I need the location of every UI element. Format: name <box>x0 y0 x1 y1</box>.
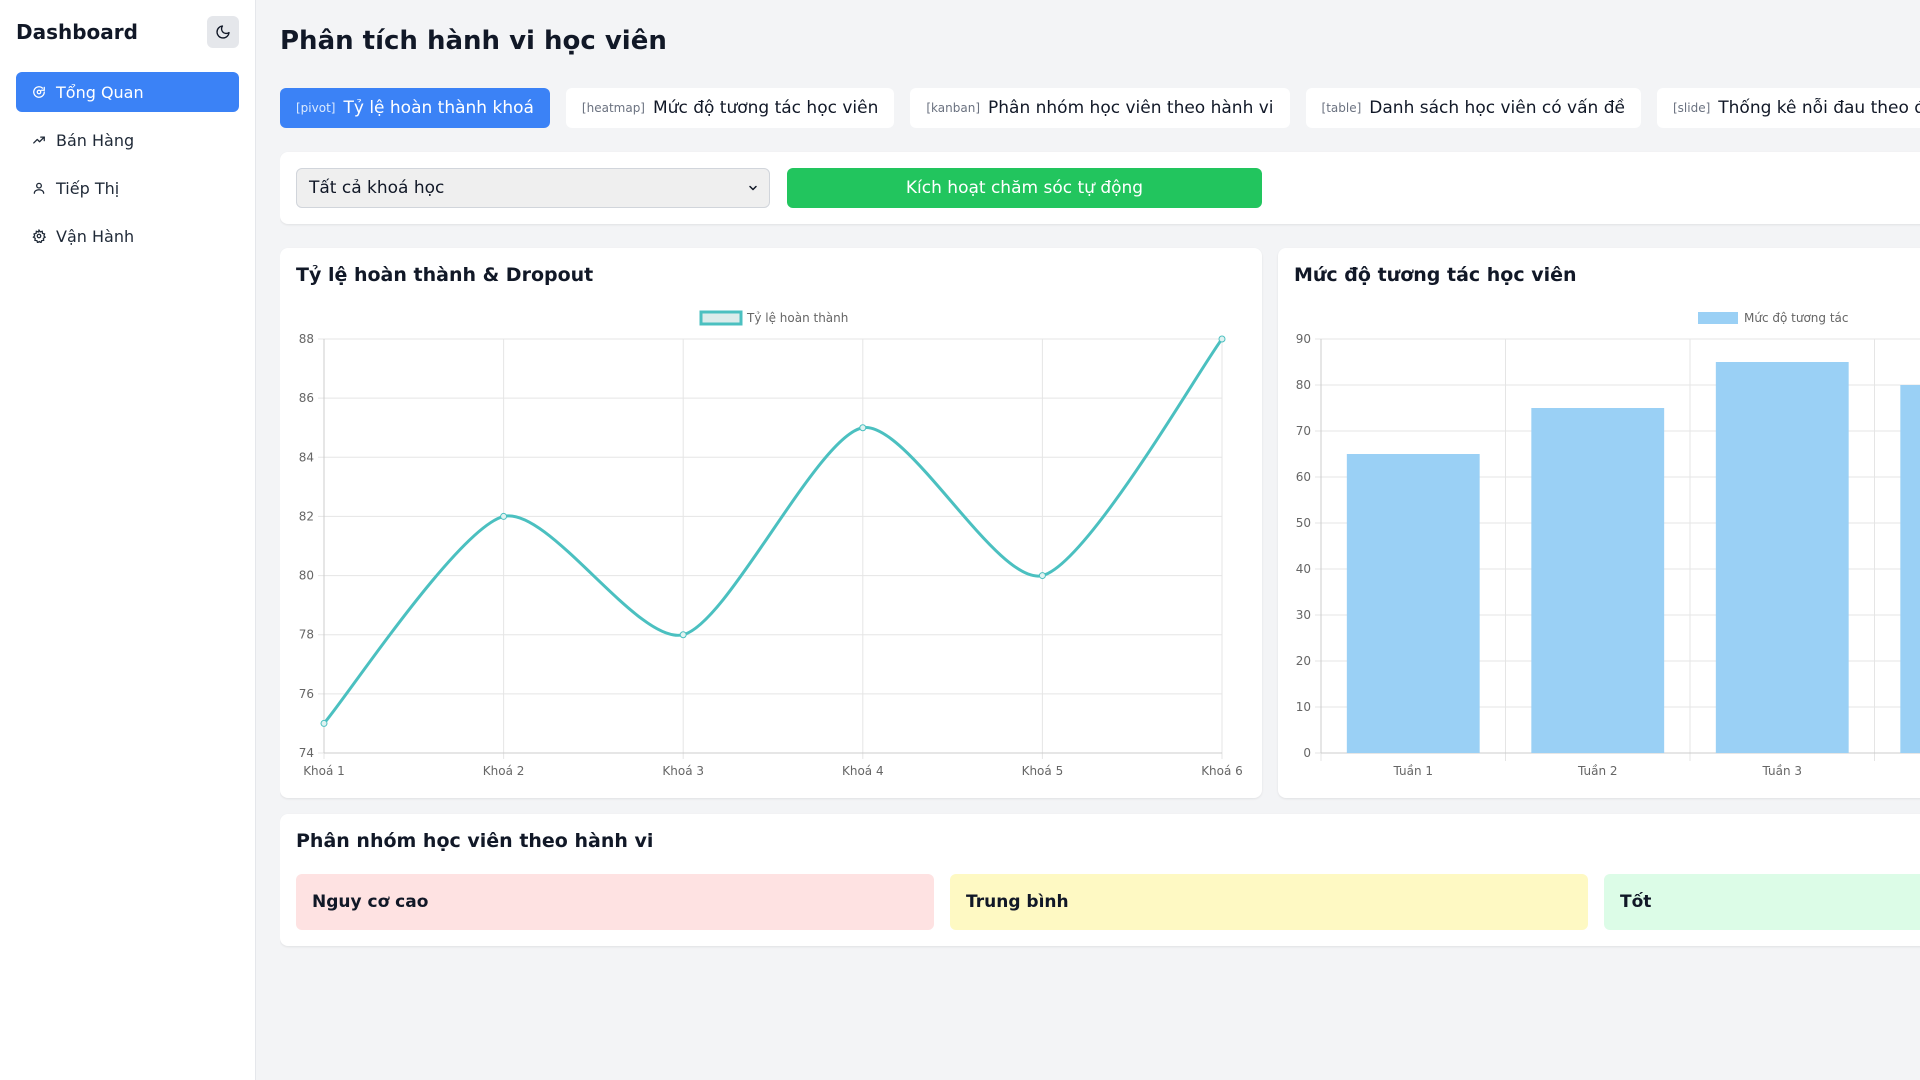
sidebar-item-label: Tổng Quan <box>56 82 144 102</box>
sidebar-header: Dashboard <box>16 16 239 48</box>
x-tick-label: Khoá 2 <box>483 764 525 778</box>
tab-tag: [slide] <box>1672 101 1711 115</box>
y-tick-label: 76 <box>299 687 314 701</box>
tab-label: Thống kê nỗi đau theo đối tượng <box>1718 98 1920 118</box>
tab-slide[interactable]: [slide] Thống kê nỗi đau theo đối tượng <box>1656 88 1920 128</box>
data-point <box>1038 572 1046 580</box>
bar <box>1531 408 1665 753</box>
y-tick-label: 82 <box>299 509 314 523</box>
legend-swatch <box>699 310 743 326</box>
y-tick-label: 80 <box>1296 378 1311 392</box>
course-select-value: Tất cả khoá học <box>309 178 445 198</box>
segments-card: Phân nhóm học viên theo hành vi Nguy cơ … <box>280 814 1920 946</box>
tab-label: Danh sách học viên có vấn đề <box>1369 98 1625 118</box>
tab-tag: [table] <box>1321 101 1362 115</box>
tab-tag: [heatmap] <box>581 101 645 115</box>
engagement-chart-title: Mức độ tương tác học viên <box>1294 264 1577 286</box>
legend-label: Mức độ tương tác <box>1744 311 1849 325</box>
y-tick-label: 74 <box>299 746 314 760</box>
completion-chart-title: Tỷ lệ hoàn thành & Dropout <box>296 264 594 286</box>
main-content: Phân tích hành vi học viên [pivot] Tỷ lệ… <box>280 0 1920 1080</box>
data-point <box>859 424 867 432</box>
completion-line-chart: 74 76 78 80 82 84 86 88 Khoá 1 Khoá 2 Khoá 3 Khoá 4… <box>299 310 1243 778</box>
tab-tag: [pivot] <box>296 101 336 115</box>
tab-heatmap[interactable]: [heatmap] Mức độ tương tác học viên <box>565 88 895 128</box>
legend-swatch <box>1698 312 1738 324</box>
moon-icon <box>216 25 230 39</box>
completion-chart-card: Tỷ lệ hoàn thành & Dropout 74 76 78 80 82 84 8… <box>280 248 1262 798</box>
course-select[interactable]: Tất cả khoá học <box>296 168 770 208</box>
sidebar-item-label: Tiếp Thị <box>56 178 120 198</box>
sidebar-item-label: Bán Hàng <box>56 130 135 150</box>
x-tick-label: Khoá 3 <box>662 764 704 778</box>
overview-icon <box>33 86 45 98</box>
tab-pivot[interactable]: [pivot] Tỷ lệ hoàn thành khoá <box>280 88 550 128</box>
y-tick-label: 90 <box>1296 332 1311 346</box>
theme-toggle-button[interactable] <box>207 16 239 48</box>
tab-kanban[interactable]: [kanban] Phân nhóm học viên theo hành vi <box>910 88 1290 128</box>
segment-column-good: Tốt <box>1604 874 1920 930</box>
y-tick-label: 30 <box>1296 608 1311 622</box>
user-icon <box>33 182 45 194</box>
data-point <box>320 719 328 727</box>
x-tick-label: Khoá 5 <box>1022 764 1064 778</box>
data-point <box>679 631 687 639</box>
y-tick-label: 78 <box>299 628 314 642</box>
sidebar: Dashboard Tổng Quan Bán Hàng Tiếp Thị Vậ… <box>0 0 256 1080</box>
tab-tag: [kanban] <box>926 101 981 115</box>
data-point <box>1218 335 1226 343</box>
tab-label: Phân nhóm học viên theo hành vi <box>988 98 1274 118</box>
sidebar-item-van-hanh[interactable]: Vận Hành <box>16 216 239 256</box>
y-tick-label: 86 <box>299 391 314 405</box>
bar <box>1346 454 1480 753</box>
filter-bar: Tất cả khoá học Kích hoạt chăm sóc tự độ… <box>280 152 1920 224</box>
data-point <box>500 512 508 520</box>
sidebar-item-tiep-thi[interactable]: Tiếp Thị <box>16 168 239 208</box>
sidebar-title: Dashboard <box>16 20 138 44</box>
sidebar-item-tong-quan[interactable]: Tổng Quan <box>16 72 239 112</box>
tab-label: Tỷ lệ hoàn thành khoá <box>343 98 534 118</box>
y-tick-label: 50 <box>1296 516 1311 530</box>
x-tick-label: Khoá 4 <box>842 764 884 778</box>
x-tick-label: Tuần 1 <box>1392 764 1433 778</box>
x-tick-label: Tuần 2 <box>1577 764 1618 778</box>
y-tick-label: 0 <box>1303 746 1311 760</box>
segment-column-high-risk: Nguy cơ cao <box>296 874 934 930</box>
y-tick-label: 60 <box>1296 470 1311 484</box>
chevron-down-icon <box>749 185 757 191</box>
segments-title: Phân nhóm học viên theo hành vi <box>296 830 654 852</box>
x-tick-label: Tuần 3 <box>1761 764 1802 778</box>
y-tick-label: 84 <box>299 450 314 464</box>
y-tick-label: 70 <box>1296 424 1311 438</box>
tab-table[interactable]: [table] Danh sách học viên có vấn đề <box>1305 88 1641 128</box>
page-title: Phân tích hành vi học viên <box>280 26 667 56</box>
sidebar-item-ban-hang[interactable]: Bán Hàng <box>16 120 239 160</box>
y-tick-label: 40 <box>1296 562 1311 576</box>
x-tick-label: Khoá 1 <box>303 764 345 778</box>
segment-column-medium: Trung bình <box>950 874 1588 930</box>
activate-auto-care-button[interactable]: Kích hoạt chăm sóc tự động <box>787 168 1262 208</box>
y-tick-label: 80 <box>299 569 314 583</box>
y-tick-label: 10 <box>1296 700 1311 714</box>
x-tick-label: Khoá 6 <box>1201 764 1243 778</box>
tab-label: Mức độ tương tác học viên <box>653 98 879 118</box>
trend-icon <box>33 136 45 144</box>
engagement-chart-card: Mức độ tương tác học viên 0 10 20 30 40 50 60 7… <box>1278 248 1920 798</box>
legend-label: Tỷ lệ hoàn thành <box>746 311 848 325</box>
y-tick-label: 88 <box>299 332 314 346</box>
gear-icon <box>32 229 46 243</box>
bar <box>1715 362 1849 753</box>
view-tabs: [pivot] Tỷ lệ hoàn thành khoá [heatmap] … <box>280 88 1920 128</box>
bar <box>1900 385 1920 753</box>
sidebar-item-label: Vận Hành <box>56 226 135 246</box>
y-tick-label: 20 <box>1296 654 1311 668</box>
series-line <box>322 338 1224 725</box>
